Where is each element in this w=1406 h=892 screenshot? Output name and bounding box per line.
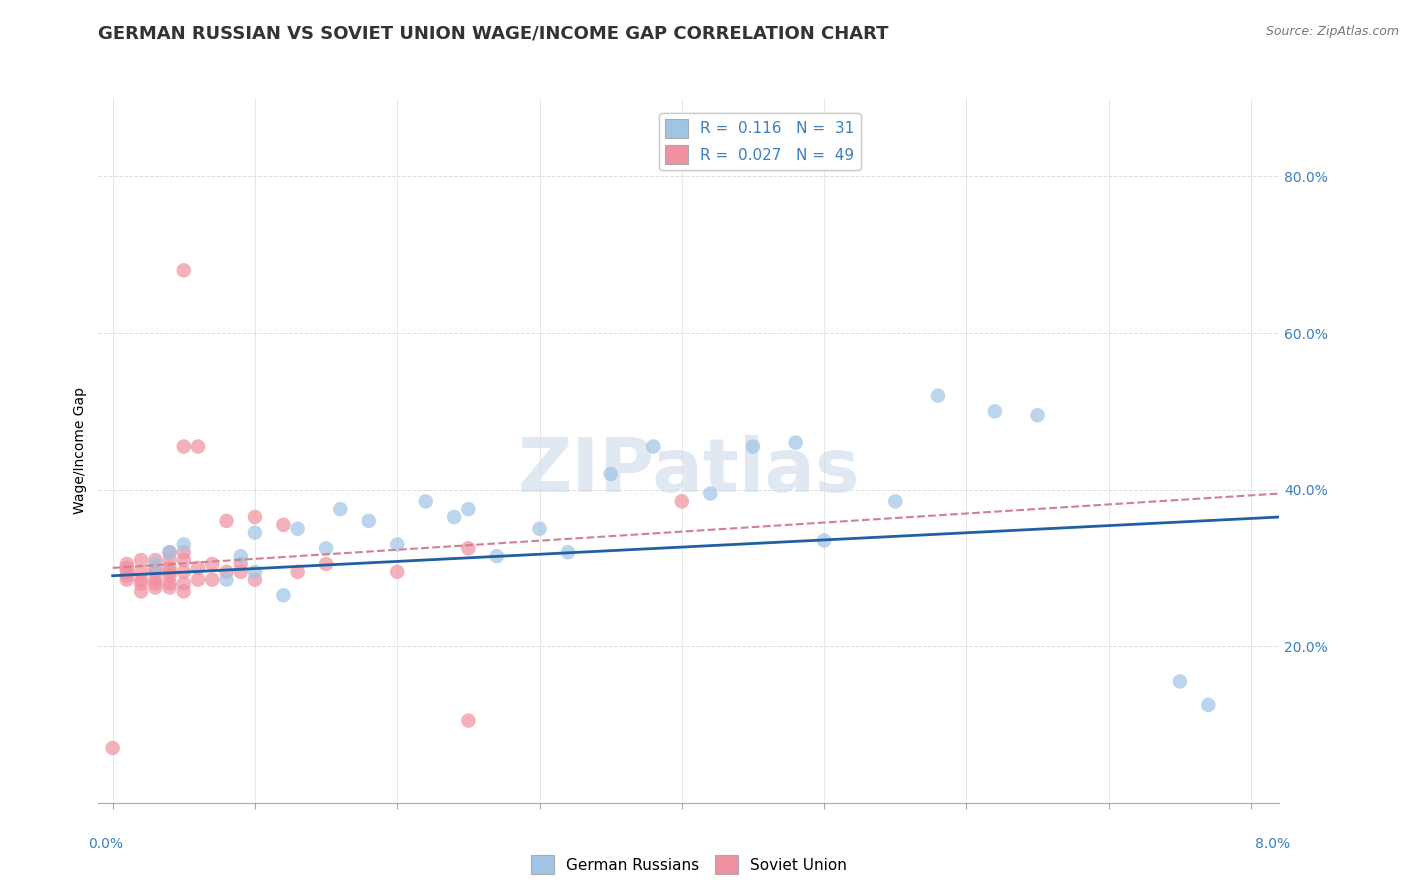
Point <box>159 565 181 579</box>
Text: Source: ZipAtlas.com: Source: ZipAtlas.com <box>1265 25 1399 38</box>
Point <box>243 573 266 587</box>
Point <box>115 561 138 575</box>
Point <box>457 714 479 728</box>
Point <box>387 537 409 551</box>
Point <box>884 494 907 508</box>
Point <box>927 389 949 403</box>
Point <box>115 557 138 571</box>
Point <box>173 565 195 579</box>
Point <box>287 522 309 536</box>
Point <box>173 584 195 599</box>
Point <box>643 440 665 454</box>
Text: ZIPatlas: ZIPatlas <box>517 435 860 508</box>
Point <box>201 573 224 587</box>
Point <box>443 510 465 524</box>
Point <box>115 573 138 587</box>
Point <box>173 440 195 454</box>
Point <box>173 545 195 559</box>
Point <box>159 545 181 559</box>
Text: GERMAN RUSSIAN VS SOVIET UNION WAGE/INCOME GAP CORRELATION CHART: GERMAN RUSSIAN VS SOVIET UNION WAGE/INCO… <box>98 25 889 43</box>
Point <box>699 486 721 500</box>
Point <box>457 541 479 556</box>
Point <box>287 565 309 579</box>
Point <box>415 494 437 508</box>
Point <box>229 549 252 564</box>
Point <box>329 502 352 516</box>
Point <box>159 545 181 559</box>
Point <box>273 588 295 602</box>
Legend: R =  0.116   N =  31, R =  0.027   N =  49: R = 0.116 N = 31, R = 0.027 N = 49 <box>659 112 860 170</box>
Point <box>129 573 152 587</box>
Point <box>243 565 266 579</box>
Point <box>187 561 209 575</box>
Point <box>315 541 337 556</box>
Point <box>159 581 181 595</box>
Point <box>143 561 166 575</box>
Point <box>243 525 266 540</box>
Point <box>129 565 152 579</box>
Point <box>173 537 195 551</box>
Point <box>557 545 579 559</box>
Point <box>143 557 166 571</box>
Point <box>187 440 209 454</box>
Point <box>357 514 380 528</box>
Point <box>159 553 181 567</box>
Point <box>229 565 252 579</box>
Point <box>129 576 152 591</box>
Point <box>173 553 195 567</box>
Point <box>143 581 166 595</box>
Point <box>143 576 166 591</box>
Point <box>1026 408 1049 422</box>
Point <box>173 576 195 591</box>
Point <box>129 584 152 599</box>
Point <box>457 502 479 516</box>
Point <box>115 568 138 582</box>
Point <box>387 565 409 579</box>
Point <box>143 565 166 579</box>
Point <box>1197 698 1219 712</box>
Point <box>742 440 765 454</box>
Point <box>159 561 181 575</box>
Y-axis label: Wage/Income Gap: Wage/Income Gap <box>73 387 87 514</box>
Point <box>115 565 138 579</box>
Text: 0.0%: 0.0% <box>89 837 122 851</box>
Point <box>187 573 209 587</box>
Point <box>599 467 621 481</box>
Point <box>243 510 266 524</box>
Point <box>813 533 835 548</box>
Point <box>215 573 238 587</box>
Point <box>1168 674 1191 689</box>
Point <box>671 494 693 508</box>
Point <box>315 557 337 571</box>
Point <box>273 517 295 532</box>
Point <box>143 573 166 587</box>
Text: 8.0%: 8.0% <box>1256 837 1289 851</box>
Point <box>201 557 224 571</box>
Point <box>173 263 195 277</box>
Point <box>785 435 807 450</box>
Point <box>215 514 238 528</box>
Point <box>485 549 508 564</box>
Point <box>529 522 551 536</box>
Point <box>101 741 124 756</box>
Point <box>143 553 166 567</box>
Point <box>984 404 1007 418</box>
Point <box>215 565 238 579</box>
Point <box>229 557 252 571</box>
Point <box>129 553 152 567</box>
Legend: German Russians, Soviet Union: German Russians, Soviet Union <box>524 849 853 880</box>
Point <box>159 576 181 591</box>
Point <box>159 568 181 582</box>
